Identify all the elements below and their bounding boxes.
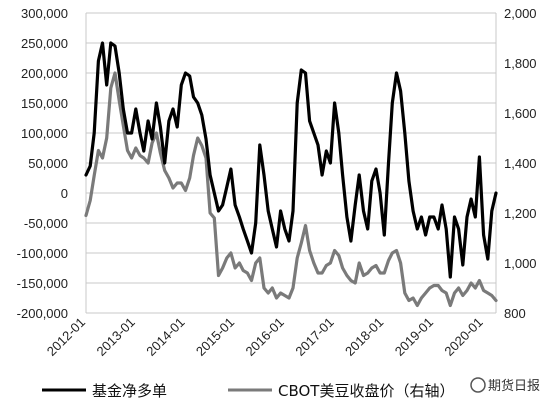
right-tick-label: 1,400 <box>504 156 537 171</box>
x-tick-label: 2013-01 <box>94 315 138 359</box>
x-tick-label: 2015-01 <box>193 315 237 359</box>
x-tick-label: 2016-01 <box>243 315 287 359</box>
watermark: 期货日报 <box>470 377 540 394</box>
x-tick-label: 2019-01 <box>392 315 436 359</box>
right-axis-ticks: 2,000 1,800 1,600 1,400 1,200 1,000 800 <box>504 6 537 321</box>
right-tick-label: 1,000 <box>504 256 537 271</box>
left-tick-label: 100,000 <box>21 126 68 141</box>
x-tick-label: 2018-01 <box>342 315 386 359</box>
legend: 基金净多单 CBOT美豆收盘价（右轴） <box>42 382 454 400</box>
watermark-text: 期货日报 <box>488 378 540 394</box>
right-tick-label: 1,800 <box>504 56 537 71</box>
series-group <box>84 41 498 308</box>
left-tick-label: 50,000 <box>28 156 68 171</box>
watermark-logo-icon <box>470 377 486 393</box>
left-axis-ticks: 300,000 250,000 200,000 150,000 100,000 50,00… <box>17 6 68 321</box>
right-tick-label: 800 <box>504 306 526 321</box>
left-tick-label: 200,000 <box>21 66 68 81</box>
left-tick-label: 150,000 <box>21 96 68 111</box>
left-tick-label: 0 <box>61 186 68 201</box>
x-tick-label: 2017-01 <box>292 315 336 359</box>
legend-label-series2: CBOT美豆收盘价（右轴） <box>278 382 454 400</box>
left-tick-label: -150,000 <box>17 276 68 291</box>
x-tick-label: 2020-01 <box>441 315 485 359</box>
right-tick-label: 1,600 <box>504 106 537 121</box>
left-tick-label: -100,000 <box>17 246 68 261</box>
left-tick-label: -50,000 <box>24 216 68 231</box>
x-axis-ticks: 2012-01 2013-01 2014-01 2015-01 2016-01 2017-… <box>44 315 486 359</box>
right-tick-label: 2,000 <box>504 6 537 21</box>
series-line-fund-net-long <box>84 41 498 279</box>
left-tick-label: -200,000 <box>17 306 68 321</box>
legend-label-series1: 基金净多单 <box>92 382 167 400</box>
x-tick-label: 2012-01 <box>44 315 88 359</box>
left-tick-label: 300,000 <box>21 6 68 21</box>
right-tick-label: 1,200 <box>504 206 537 221</box>
left-tick-label: 250,000 <box>21 36 68 51</box>
series-line-cbot-price <box>84 71 498 308</box>
x-tick-label: 2014-01 <box>143 315 187 359</box>
grid-lines <box>85 12 497 314</box>
